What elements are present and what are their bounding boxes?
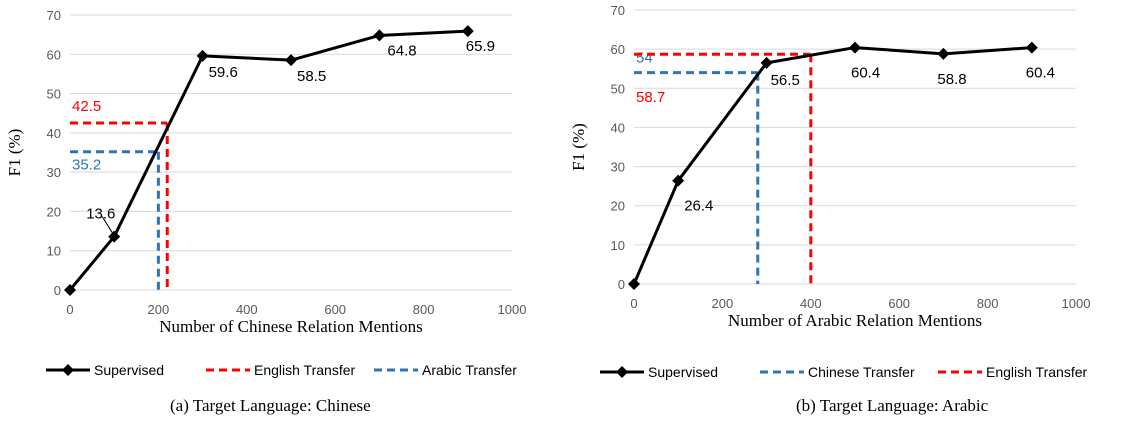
y-tick-label: 40	[611, 120, 625, 135]
y-tick-label: 10	[611, 238, 625, 253]
data-value-label: 26.4	[684, 198, 713, 215]
x-axis-title: Number of Arabic Relation Mentions	[728, 311, 982, 330]
caption-chinese: (a) Target Language: Chinese	[170, 396, 371, 415]
transfer-value-label: 35.2	[72, 157, 101, 174]
legend-label: Arabic Transfer	[422, 362, 517, 378]
data-point-marker	[64, 284, 76, 296]
y-tick-label: 0	[618, 277, 625, 292]
legend-label: English Transfer	[986, 364, 1087, 380]
y-tick-label: 50	[47, 87, 61, 102]
y-tick-label: 20	[611, 199, 625, 214]
y-axis-title: F1 (%)	[5, 129, 24, 177]
x-tick-label: 400	[236, 302, 258, 317]
data-point-marker	[285, 54, 297, 67]
x-tick-label: 0	[66, 302, 73, 317]
data-point-marker	[849, 41, 861, 54]
x-tick-label: 400	[800, 296, 822, 311]
chart-chinese: 0 10 20 30 40 50 60 70 0 200 400 600 800 1000 Number o…	[5, 8, 527, 378]
data-value-label: 56.5	[771, 72, 800, 89]
x-tick-label: 600	[324, 302, 346, 317]
data-value-label: 13.6	[86, 206, 115, 223]
data-point-marker	[461, 25, 474, 38]
x-tick-label: 1000	[498, 302, 527, 317]
y-tick-label: 30	[47, 165, 61, 180]
data-value-label: 64.8	[387, 42, 416, 59]
data-point-marker	[196, 49, 209, 62]
x-tick-label: 200	[712, 296, 734, 311]
x-tick-label: 600	[888, 296, 910, 311]
y-tick-label: 60	[47, 47, 61, 62]
x-tick-label: 800	[413, 302, 435, 317]
data-point-marker	[760, 56, 773, 69]
transfer-value-label: 42.5	[72, 98, 101, 115]
legend-marker	[616, 366, 628, 378]
caption-arabic: (b) Target Language: Arabic	[796, 396, 989, 415]
y-tick-label: 20	[47, 204, 61, 219]
chart-panel-arabic: 0 10 20 30 40 50 60 70 0 200 400 600 800 1000 Number o…	[560, 0, 1123, 428]
y-tick-label: 70	[611, 3, 625, 18]
data-value-label: 58.5	[297, 68, 326, 85]
data-point-marker	[672, 174, 685, 187]
data-point-marker	[628, 278, 640, 290]
transfer-value-label: 58.7	[636, 89, 665, 106]
legend-label: Supervised	[94, 362, 164, 378]
chart-arabic: 0 10 20 30 40 50 60 70 0 200 400 600 800 1000 Number o…	[569, 3, 1091, 380]
legend-label: Chinese Transfer	[808, 364, 915, 380]
y-tick-label: 50	[611, 81, 625, 96]
y-tick-label: 60	[611, 42, 625, 57]
data-label-leader	[101, 216, 113, 233]
x-axis-title: Number of Chinese Relation Mentions	[159, 317, 422, 336]
series-line-supervised	[68, 29, 468, 291]
x-tick-label: 800	[977, 296, 999, 311]
y-tick-label: 0	[54, 283, 61, 298]
y-tick-label: 40	[47, 126, 61, 141]
y-tick-label: 70	[47, 8, 61, 23]
y-tick-label: 30	[611, 160, 625, 175]
x-tick-label: 200	[148, 302, 170, 317]
data-point-marker	[373, 29, 386, 42]
data-value-label: 65.9	[466, 38, 495, 55]
data-value-label: 58.8	[937, 71, 966, 88]
legend-marker	[62, 364, 74, 376]
data-point-marker	[108, 230, 121, 243]
series-line-supervised	[632, 46, 1032, 285]
chart-panel-chinese: 0 10 20 30 40 50 60 70 0 200 400 600 800 1000 Number o…	[0, 0, 560, 428]
y-tick-label: 10	[47, 244, 61, 259]
legend-label: English Transfer	[254, 362, 355, 378]
data-value-label: 60.4	[1026, 65, 1055, 82]
x-tick-label: 1000	[1062, 296, 1091, 311]
data-point-marker	[1025, 41, 1038, 54]
x-tick-label: 0	[630, 296, 637, 311]
y-axis-title: F1 (%)	[569, 123, 588, 171]
data-value-label: 60.4	[851, 65, 880, 82]
data-value-label: 59.6	[209, 64, 238, 81]
legend-label: Supervised	[648, 364, 718, 380]
transfer-value-label: 54	[636, 50, 653, 67]
data-point-marker	[937, 47, 950, 60]
